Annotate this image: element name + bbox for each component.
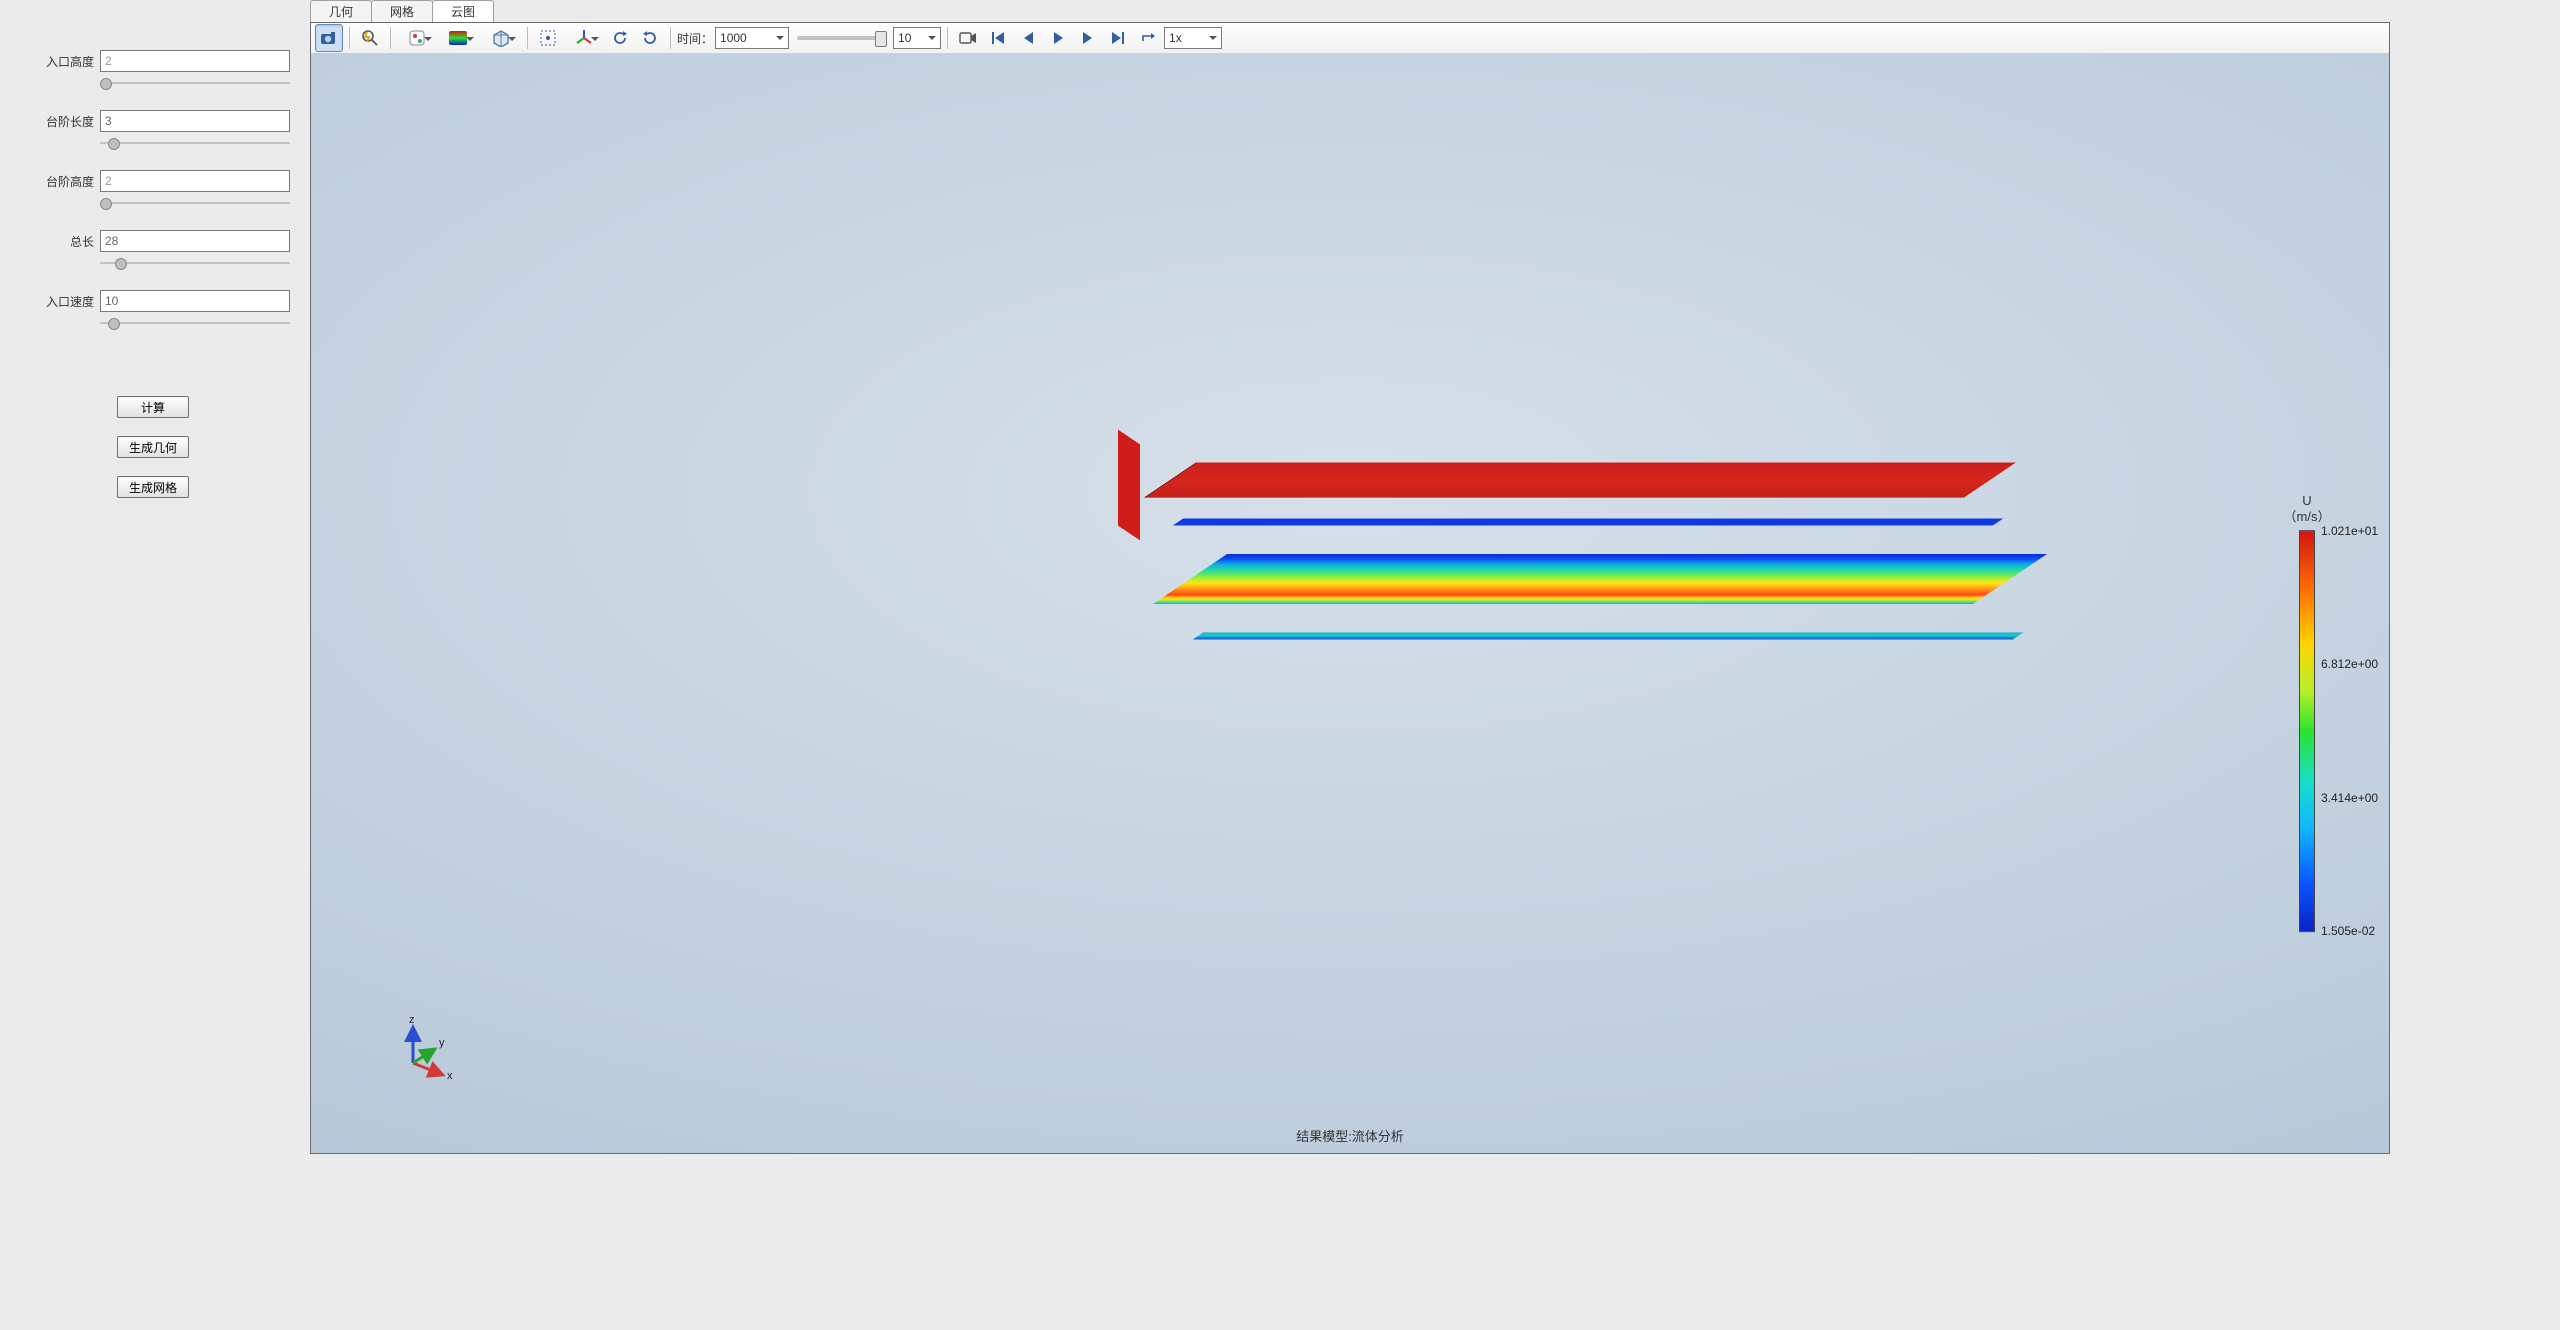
param-input-台阶长度[interactable]	[100, 110, 290, 132]
viewport-frame: 时间： 1000 10 1x	[310, 22, 2390, 1154]
tab-geom[interactable]: 几何	[310, 0, 372, 22]
camera-icon[interactable]	[315, 24, 343, 52]
first-frame-icon[interactable]	[984, 24, 1012, 52]
rotate-ccw-icon[interactable]	[606, 24, 634, 52]
gen-mesh-button[interactable]: 生成网格	[117, 476, 189, 498]
colorbar-tick: 1.021e+01	[2321, 524, 2378, 538]
view-tabs: 几何网格云图	[310, 0, 493, 22]
param-input-台阶高度[interactable]	[100, 170, 290, 192]
x-axis-label: x	[447, 1070, 453, 1082]
playback-speed-select[interactable]: 1x	[1164, 27, 1222, 49]
time-slider[interactable]	[797, 36, 885, 40]
tab-mesh[interactable]: 网格	[371, 0, 433, 22]
colorbar-tick: 3.414e+00	[2321, 791, 2378, 805]
time-value-select[interactable]: 1000	[715, 27, 789, 49]
sidebar: 入口高度台阶长度台阶高度总长入口速度 计算生成几何生成网格	[0, 0, 306, 1330]
colorbar-title: U	[2302, 493, 2311, 508]
param-input-总长[interactable]	[100, 230, 290, 252]
time-step-select[interactable]: 10	[893, 27, 941, 49]
param-2: 台阶高度	[16, 170, 290, 192]
param-slider-总长[interactable]	[100, 260, 290, 266]
viewport-caption: 结果模型:流体分析	[311, 1126, 2389, 1145]
param-slider-台阶高度[interactable]	[100, 200, 290, 206]
color-by-dropdown[interactable]	[397, 24, 437, 52]
param-input-入口高度[interactable]	[100, 50, 290, 72]
axes-triad-icon: z y x	[393, 1013, 463, 1083]
colorbar-units: （m/s）	[2284, 509, 2331, 524]
gen-geom-button[interactable]: 生成几何	[117, 436, 189, 458]
y-axis-label: y	[439, 1037, 445, 1049]
param-label: 台阶长度	[16, 113, 100, 130]
next-frame-icon[interactable]	[1074, 24, 1102, 52]
color-legend: U （m/s） 1.021e+016.812e+003.414e+001.505…	[2261, 493, 2353, 931]
lightning-zoom-icon[interactable]	[356, 24, 384, 52]
param-1: 台阶长度	[16, 110, 290, 132]
param-input-入口速度[interactable]	[100, 290, 290, 312]
play-icon[interactable]	[1044, 24, 1072, 52]
param-label: 入口高度	[16, 53, 100, 70]
axes-toggle-dropdown[interactable]	[564, 24, 604, 52]
colorbar-gradient	[2299, 530, 2315, 932]
z-axis-label: z	[409, 1014, 415, 1026]
viewport-3d[interactable]: z y x U （m/s） 1.021e+016.812e+003.414e+0…	[311, 53, 2389, 1153]
loop-icon[interactable]	[1134, 24, 1162, 52]
representation-dropdown[interactable]	[481, 24, 521, 52]
param-slider-入口速度[interactable]	[100, 320, 290, 326]
param-0: 入口高度	[16, 50, 290, 72]
viewport-toolbar: 时间： 1000 10 1x	[311, 23, 2389, 54]
tab-cloud[interactable]: 云图	[432, 0, 494, 22]
colorbar-tick: 6.812e+00	[2321, 658, 2378, 672]
last-frame-icon[interactable]	[1104, 24, 1132, 52]
param-label: 总长	[16, 233, 100, 250]
rotate-cw-icon[interactable]	[636, 24, 664, 52]
time-label: 时间：	[677, 30, 713, 47]
record-icon[interactable]	[954, 24, 982, 52]
param-slider-入口高度[interactable]	[100, 80, 290, 86]
compute-button[interactable]: 计算	[117, 396, 189, 418]
param-3: 总长	[16, 230, 290, 252]
param-label: 台阶高度	[16, 173, 100, 190]
colormap-dropdown[interactable]	[439, 24, 479, 52]
param-slider-台阶长度[interactable]	[100, 140, 290, 146]
prev-frame-icon[interactable]	[1014, 24, 1042, 52]
colorbar-tick: 1.505e-02	[2321, 924, 2375, 938]
selection-mode-icon[interactable]	[534, 24, 562, 52]
param-4: 入口速度	[16, 290, 290, 312]
param-label: 入口速度	[16, 293, 100, 310]
